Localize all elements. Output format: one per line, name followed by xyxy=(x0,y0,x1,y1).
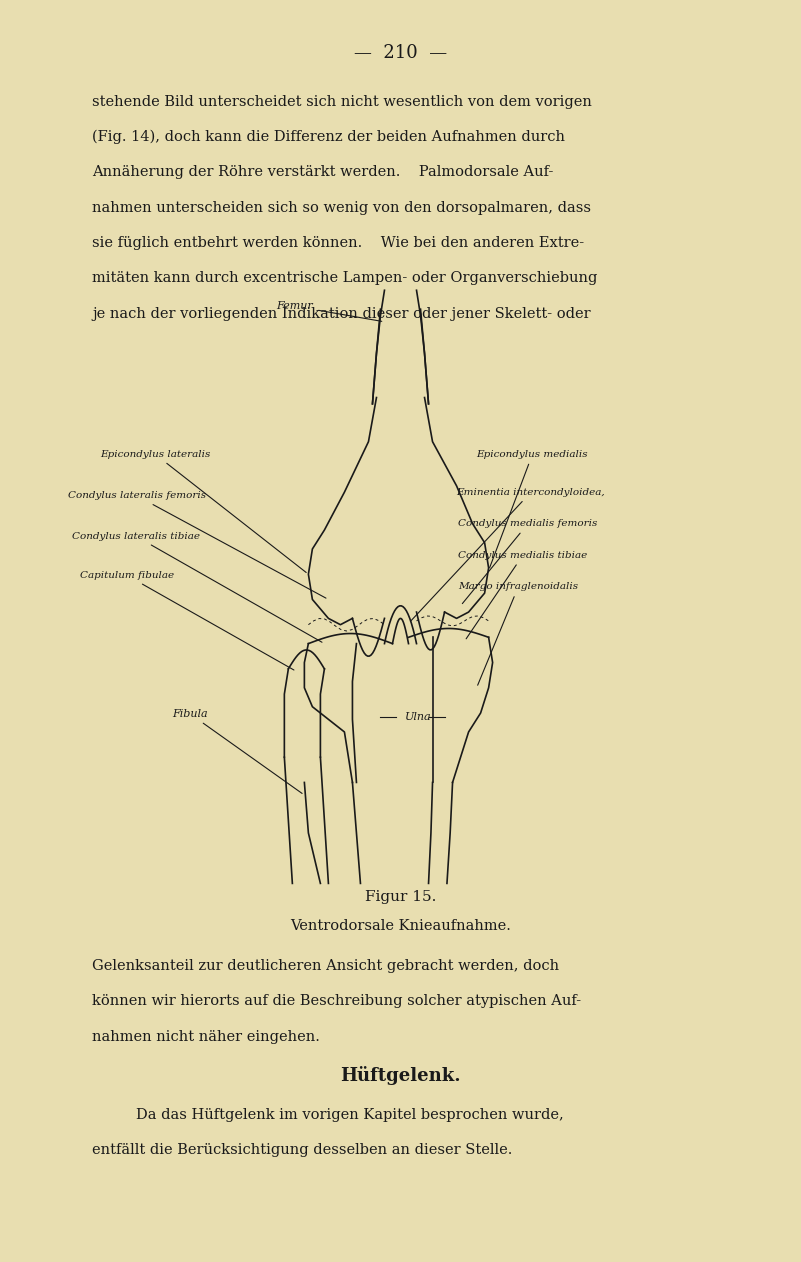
Text: Eminentia intercondyloidea,: Eminentia intercondyloidea, xyxy=(410,487,606,621)
Text: (Fig. 14), doch kann die Differenz der beiden Aufnahmen durch: (Fig. 14), doch kann die Differenz der b… xyxy=(92,130,566,144)
Text: Hüftgelenk.: Hüftgelenk. xyxy=(340,1066,461,1085)
Text: Condylus lateralis tibiae: Condylus lateralis tibiae xyxy=(72,531,322,642)
Text: entfällt die Berücksichtigung desselben an dieser Stelle.: entfällt die Berücksichtigung desselben … xyxy=(92,1143,513,1157)
Text: stehende Bild unterscheidet sich nicht wesentlich von dem vorigen: stehende Bild unterscheidet sich nicht w… xyxy=(92,95,592,109)
Text: Annäherung der Röhre verstärkt werden.    Palmodorsale Auf-: Annäherung der Röhre verstärkt werden. P… xyxy=(92,165,553,179)
Text: —  210  —: — 210 — xyxy=(354,44,447,62)
Text: Margo infraglenoidalis: Margo infraglenoidalis xyxy=(458,582,578,685)
Text: Ventrodorsale Knieaufnahme.: Ventrodorsale Knieaufnahme. xyxy=(290,919,511,933)
Text: Epicondylus medialis: Epicondylus medialis xyxy=(477,449,588,568)
Text: Figur 15.: Figur 15. xyxy=(364,890,437,904)
Text: nahmen nicht näher eingehen.: nahmen nicht näher eingehen. xyxy=(92,1030,320,1044)
Text: können wir hierorts auf die Beschreibung solcher atypischen Auf-: können wir hierorts auf die Beschreibung… xyxy=(92,994,582,1008)
Text: Condylus lateralis femoris: Condylus lateralis femoris xyxy=(68,491,326,598)
Text: je nach der vorliegenden Indikation dieser oder jener Skelett- oder: je nach der vorliegenden Indikation dies… xyxy=(92,307,591,321)
Text: Ulna: Ulna xyxy=(405,712,431,722)
Text: Condylus medialis tibiae: Condylus medialis tibiae xyxy=(458,550,587,639)
Text: Femur: Femur xyxy=(276,302,382,322)
Text: mitäten kann durch excentrische Lampen- oder Organverschiebung: mitäten kann durch excentrische Lampen- … xyxy=(92,271,598,285)
Text: Capitulum fibulae: Capitulum fibulae xyxy=(80,570,294,670)
Text: Gelenksanteil zur deutlicheren Ansicht gebracht werden, doch: Gelenksanteil zur deutlicheren Ansicht g… xyxy=(92,959,559,973)
Text: nahmen unterscheiden sich so wenig von den dorsopalmaren, dass: nahmen unterscheiden sich so wenig von d… xyxy=(92,201,591,215)
Text: sie füglich entbehrt werden können.    Wie bei den anderen Extre-: sie füglich entbehrt werden können. Wie … xyxy=(92,236,584,250)
Text: Da das Hüftgelenk im vorigen Kapitel besprochen wurde,: Da das Hüftgelenk im vorigen Kapitel bes… xyxy=(136,1108,564,1122)
Text: Fibula: Fibula xyxy=(172,709,302,794)
Text: Condylus medialis femoris: Condylus medialis femoris xyxy=(458,519,598,603)
Text: Epicondylus lateralis: Epicondylus lateralis xyxy=(100,449,306,573)
